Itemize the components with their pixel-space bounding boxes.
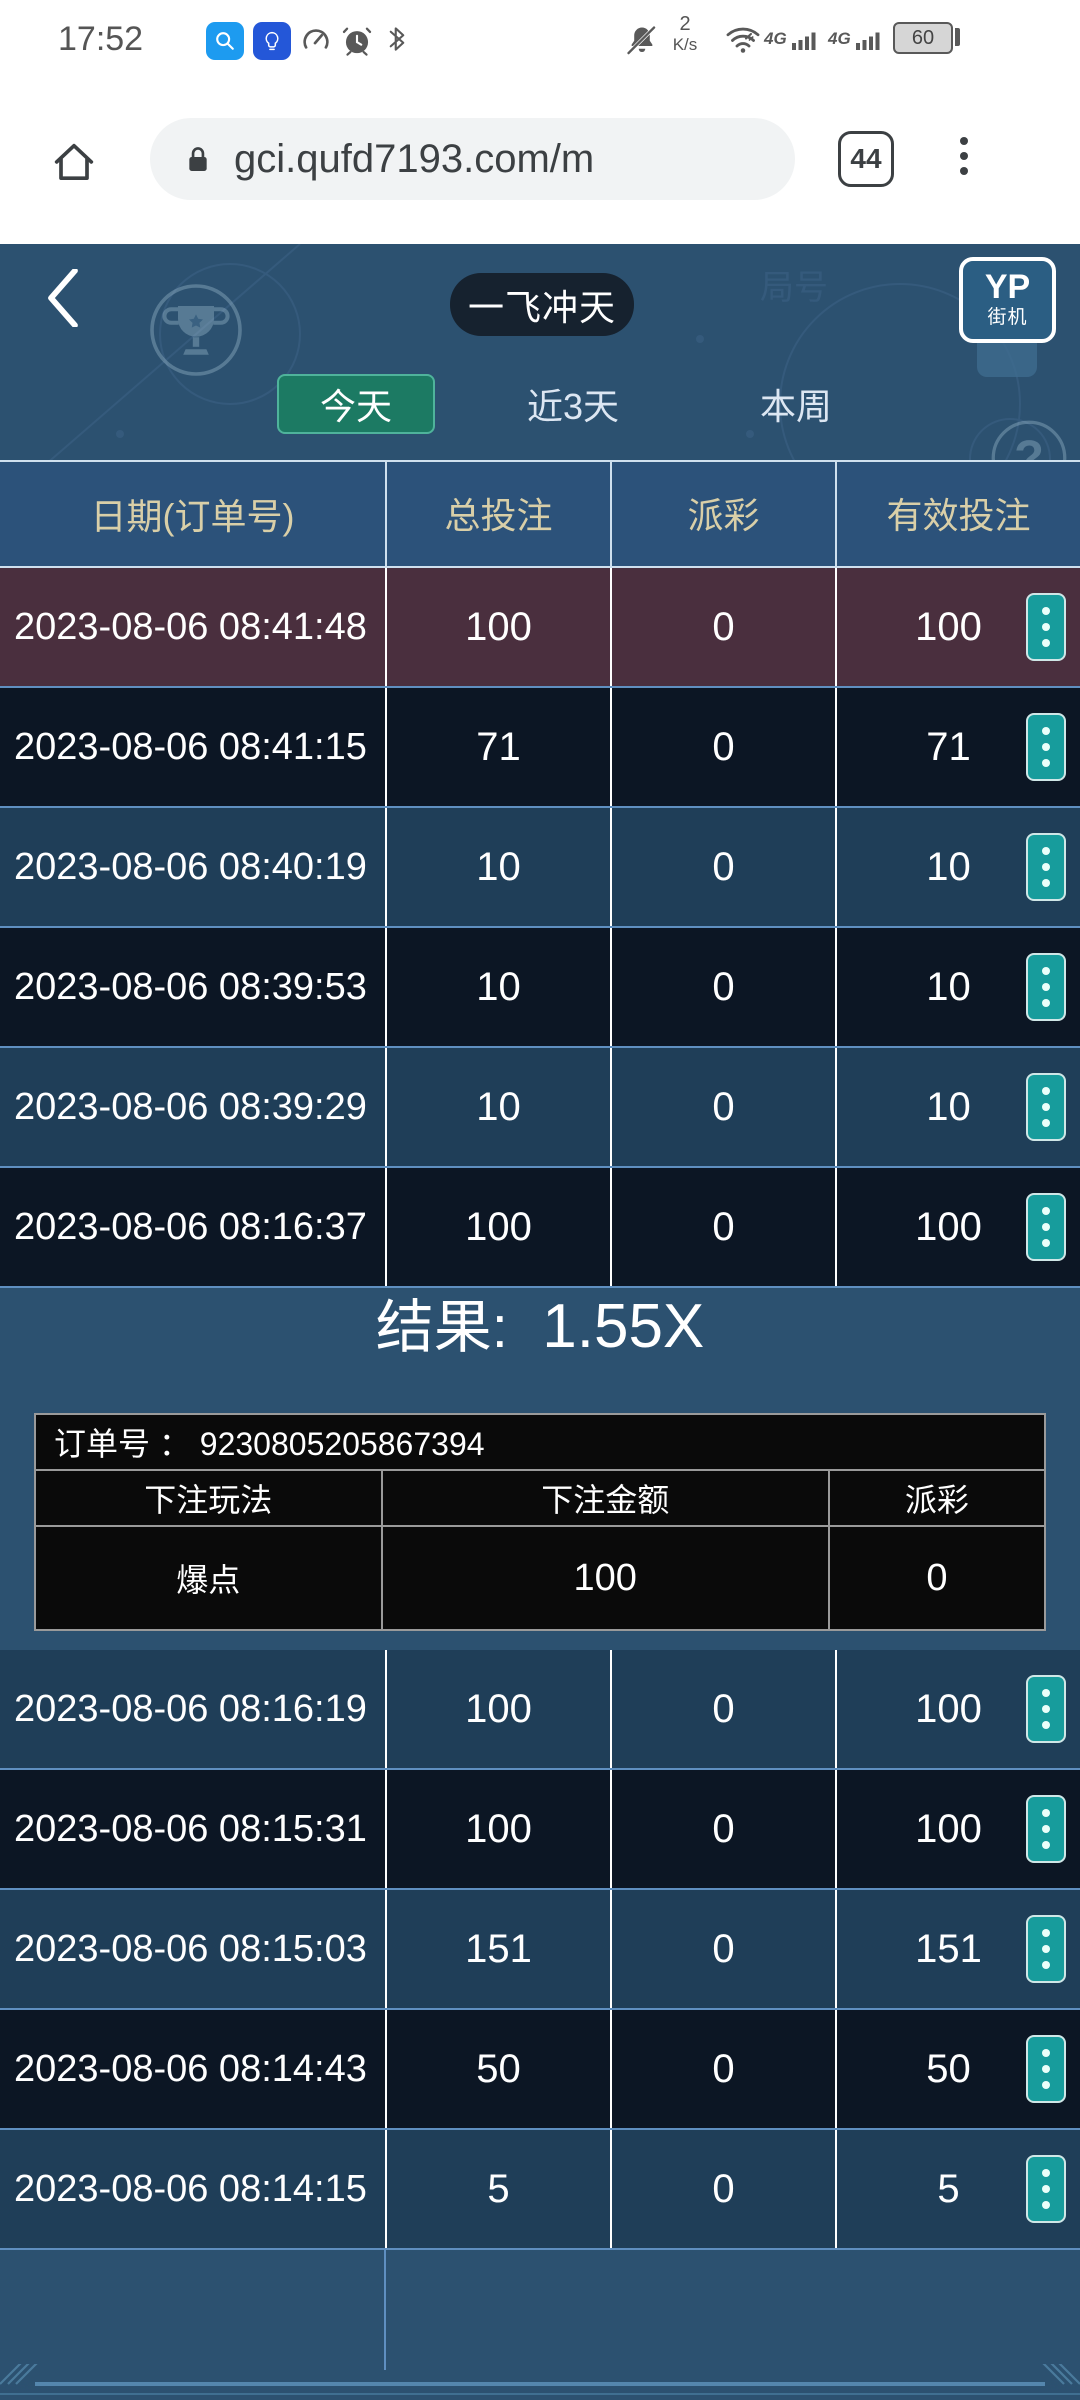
svg-text:局号: 局号 <box>760 269 828 307</box>
